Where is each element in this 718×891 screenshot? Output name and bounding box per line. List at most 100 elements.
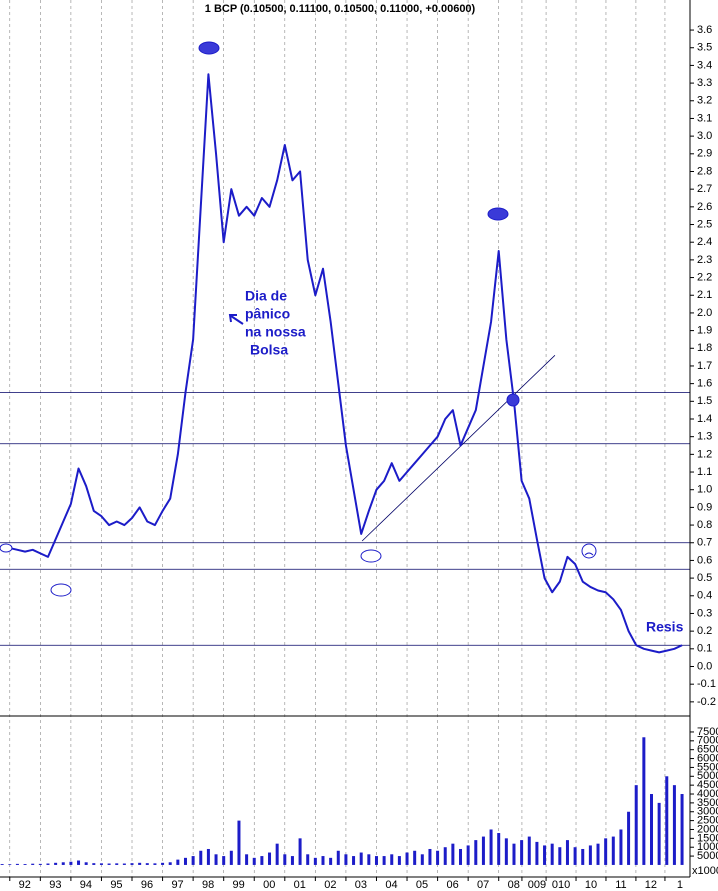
x-tick-label: 98 [202,879,214,891]
volume-bar [588,845,592,865]
y-tick-label: 3.6 [697,24,712,36]
volume-bar [161,862,165,865]
y-tick-label: 2.5 [697,218,712,230]
volume-bar [374,856,378,865]
y-tick-label: 2.3 [697,254,712,266]
volume-bar [69,861,73,865]
volume-bar [604,838,608,865]
y-tick-label: 75000 [697,726,718,738]
y-tick-label: 1.7 [697,360,712,372]
volume-bar [46,863,50,865]
volume-bar [176,859,180,865]
volume-bar [336,850,340,865]
x-tick-label: 08 [508,879,520,891]
volume-bar [352,856,356,865]
volume-bar [451,843,455,865]
volume-bar [550,843,554,865]
volume-bar [596,843,600,865]
price-line [1,73,683,654]
volume-bar [649,794,653,865]
y-tick-label: 0.8 [697,519,712,531]
x-tick-label: 10 [585,879,597,891]
y-tick-label: 60000 [697,752,718,764]
y-tick-label: 1.4 [697,413,712,425]
x-tick-label: 010 [552,879,570,891]
volume-bar [23,864,27,865]
volume-bar [290,856,294,865]
y-tick-label: 1.9 [697,325,712,337]
y-tick-label: 1.6 [697,378,712,390]
y-tick-label: 0.7 [697,537,712,549]
y-tick-label: 3.1 [697,112,712,124]
volume-bar [642,737,646,865]
y-tick-label: 3.3 [697,77,712,89]
annotation: pânico [245,306,290,322]
volume-bar [390,854,394,865]
volume-bar [99,863,103,865]
volume-bar [122,863,126,865]
volume-bar [619,829,623,865]
volume-bar [77,860,81,865]
volume-bar [145,863,149,865]
x-tick-label: 02 [324,879,336,891]
volume-bar [481,836,485,865]
volume-bar [54,862,58,865]
volume-bar [321,856,325,865]
annotation: Resis [646,619,684,635]
y-tick-label: 0.4 [697,590,712,602]
y-tick-label: 0.1 [697,643,712,655]
y-unit-label: x1000 [692,865,718,877]
volume-bar [558,847,562,865]
y-tick-label: 0.3 [697,607,712,619]
x-tick-label: 92 [19,879,31,891]
y-tick-label: 2.0 [697,307,712,319]
volume-bar [611,836,615,865]
volume-bar [199,850,203,865]
annotation: na nossa [245,324,306,340]
volume-bar [527,836,531,865]
volume-bar [382,856,386,865]
volume-bar [107,863,111,865]
y-tick-label: 3.4 [697,59,712,71]
volume-bar [627,811,631,865]
x-tick-label: 01 [294,879,306,891]
volume-bar [38,863,42,865]
y-tick-label: 55000 [697,761,718,773]
volume-bar [214,854,218,865]
volume-bar [84,862,88,865]
x-tick-label: 99 [233,879,245,891]
trend-line [361,355,556,542]
volume-bar [680,794,684,865]
annotation: Bolsa [250,342,288,358]
chart-title: 1 BCP (0.10500, 0.11100, 0.10500, 0.1100… [205,3,476,15]
volume-bar [252,857,256,865]
y-tick-label: 2.8 [697,165,712,177]
volume-bar [313,857,317,865]
volume-bar [15,863,19,865]
volume-bar [397,856,401,865]
y-tick-label: 1.8 [697,342,712,354]
y-tick-label: 45000 [697,779,718,791]
annotation: Dia de [245,288,287,304]
y-tick-label: 0.0 [697,660,712,672]
volume-bar [428,848,432,865]
volume-bar [535,841,539,865]
volume-bar [466,845,470,865]
volume-bar [565,840,569,865]
y-tick-label: 2.2 [697,271,712,283]
volume-bar [543,845,547,865]
x-tick-label: 009 [528,879,546,891]
volume-bar [260,856,264,865]
y-tick-label: -0.2 [697,696,716,708]
volume-bar [153,863,157,865]
volume-bar [245,854,249,865]
volume-bar [275,843,279,865]
x-tick-label: 03 [355,879,367,891]
volume-bar [183,857,187,865]
y-tick-label: 2.1 [697,289,712,301]
arrow [228,314,244,325]
y-tick-label: 3.0 [697,130,712,142]
volume-bar [130,863,134,865]
y-tick-label: -0.1 [697,678,716,690]
